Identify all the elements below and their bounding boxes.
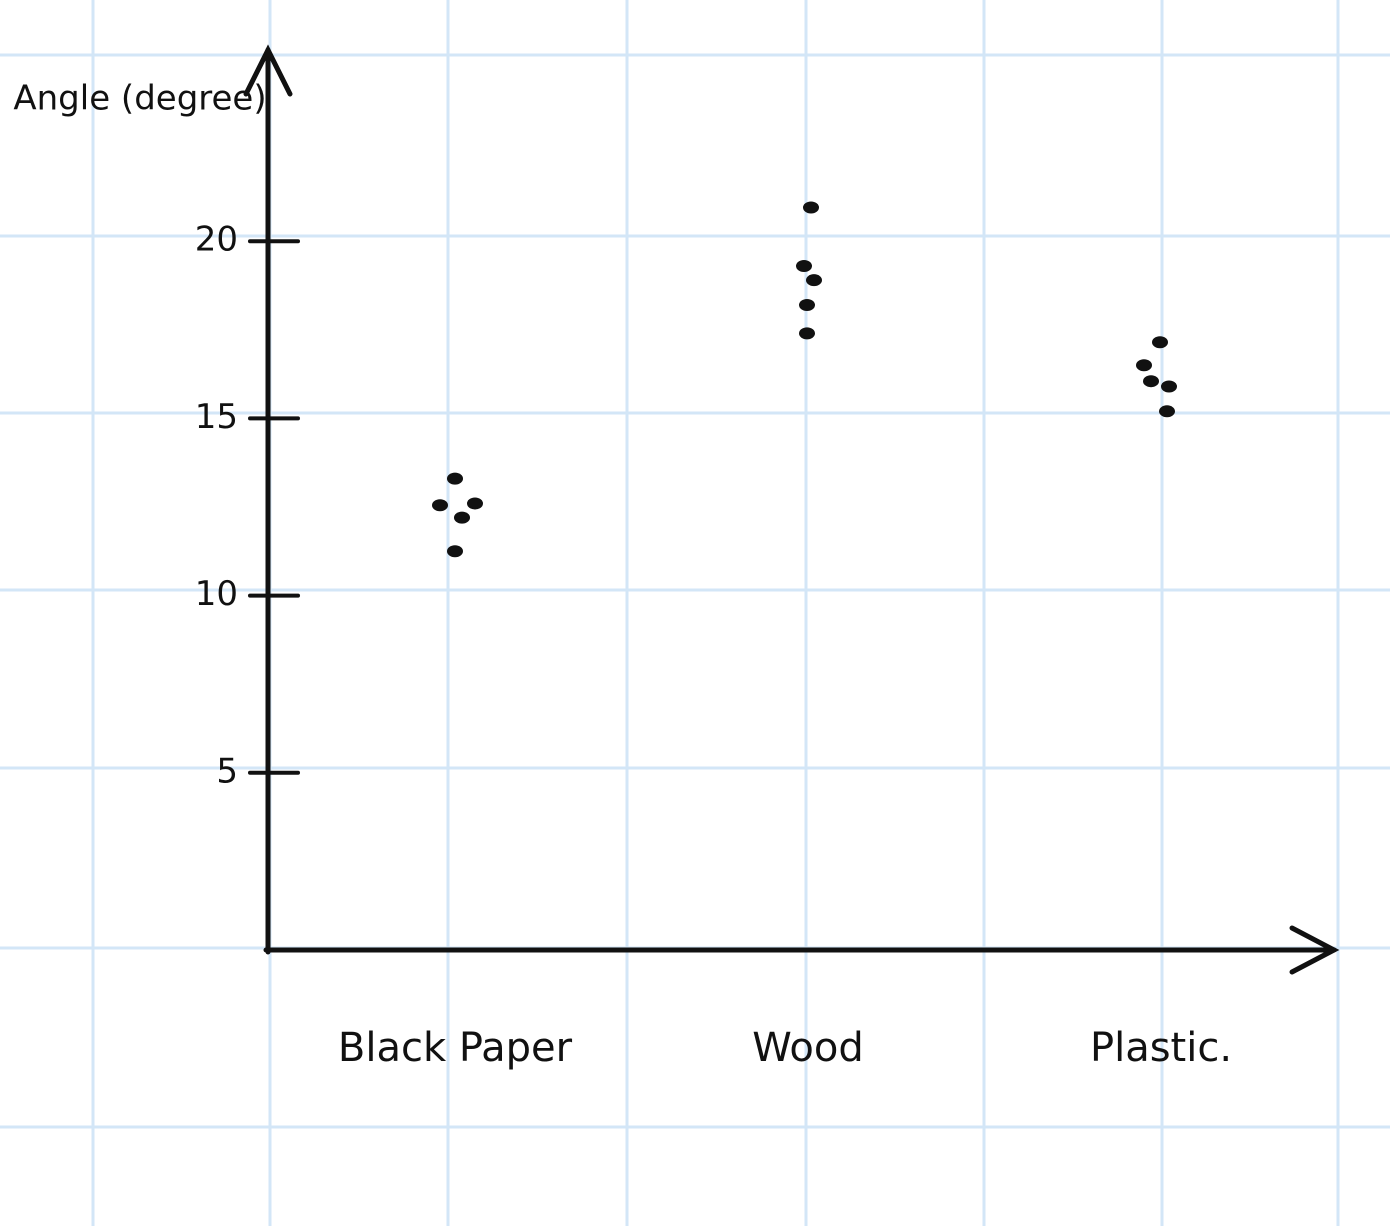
data-point bbox=[806, 274, 822, 287]
data-point bbox=[447, 545, 463, 558]
data-point bbox=[1161, 380, 1177, 393]
data-point bbox=[467, 497, 483, 510]
data-point bbox=[1159, 405, 1175, 418]
x-tick-label: Wood bbox=[752, 1025, 864, 1071]
y-tick-label: 10 bbox=[195, 574, 238, 614]
data-point bbox=[803, 201, 819, 214]
data-point bbox=[796, 260, 812, 273]
data-point bbox=[432, 499, 448, 512]
y-tick-label: 20 bbox=[195, 220, 238, 260]
x-tick-label: Plastic. bbox=[1090, 1025, 1232, 1071]
data-point bbox=[799, 327, 815, 340]
data-point bbox=[799, 298, 815, 311]
data-point bbox=[447, 472, 463, 485]
y-axis-label: Angle (degree) bbox=[13, 79, 266, 119]
x-tick-label: Black Paper bbox=[338, 1025, 573, 1071]
y-tick-label: 15 bbox=[195, 397, 238, 437]
data-point bbox=[1152, 336, 1168, 349]
data-point bbox=[1136, 359, 1152, 372]
axes bbox=[243, 44, 1340, 975]
data-point bbox=[454, 511, 470, 524]
y-tick-label: 5 bbox=[216, 751, 238, 791]
data-point bbox=[1143, 375, 1159, 388]
